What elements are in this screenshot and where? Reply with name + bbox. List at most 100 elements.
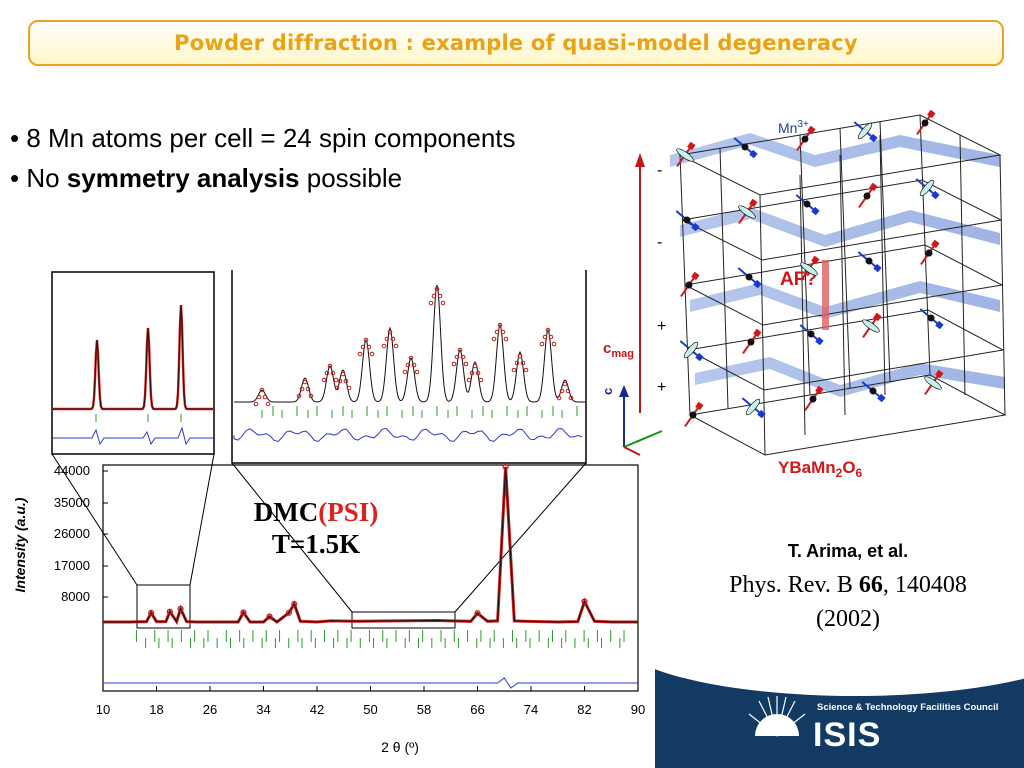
x-tick-label: 10 — [96, 702, 110, 717]
inset-right-observed-point — [431, 293, 437, 299]
inset-right-observed-point — [565, 388, 571, 394]
psi-text: (PSI) — [318, 497, 379, 527]
inset-right-difference — [233, 427, 583, 443]
inset-left-frame — [51, 271, 215, 455]
inset-right-observed-point — [265, 401, 271, 407]
inset-right-observed-point — [559, 388, 565, 394]
inset-right-observed-point — [411, 362, 417, 368]
observed-peak-point — [474, 610, 481, 617]
observed-peak-point — [285, 609, 293, 616]
zoom-line-2 — [189, 453, 215, 586]
inset-left-plot — [53, 304, 213, 446]
inset-right-observed-point — [517, 353, 523, 359]
instrument-label: DMC(PSI) T=1.5K — [232, 496, 400, 560]
cmag-arrow-head — [635, 153, 645, 167]
inset-right-observed-point — [497, 322, 503, 328]
af-bond — [822, 260, 829, 330]
blue-spin-marker — [799, 324, 824, 346]
y-tick-label: 44000 — [54, 463, 90, 478]
red-spin-marker — [684, 401, 704, 428]
y-tick-label: 8000 — [61, 589, 90, 604]
inset-right-observed-point — [390, 336, 396, 342]
inset-right-observed-point — [296, 393, 302, 399]
y-tick-label: 26000 — [54, 526, 90, 541]
observed-peak-point — [581, 598, 588, 605]
y-axis-label: Intensity (a.u.) — [12, 497, 28, 592]
inset-right-observed-point — [414, 369, 420, 375]
observed-peak-point — [177, 605, 184, 612]
stfc-logo-icon — [748, 696, 806, 737]
inset-right-observed-point — [440, 300, 446, 306]
blue-spin-marker — [857, 251, 882, 273]
c-axis-label: c — [600, 388, 615, 395]
footer-curve — [655, 636, 1024, 696]
observed-peak-point — [166, 608, 173, 615]
sign-2: - — [657, 234, 662, 251]
red-spin-marker — [804, 385, 824, 412]
inset-right-observed-point — [302, 379, 308, 385]
inset-right-observed-point — [466, 377, 472, 383]
red-spin-marker — [742, 328, 762, 355]
inset-right-observed-point — [408, 355, 414, 361]
inset-right-observed-point — [253, 401, 259, 407]
blue-spin-marker — [679, 340, 704, 362]
red-spin-marker — [924, 369, 944, 396]
c-axis-head — [619, 385, 629, 397]
x-axis-label: 2 θ (º) — [381, 739, 419, 755]
axis-tick-labels: 10 18 26 34 42 50 58 66 74 82 90 8000 17000 26000 3500… — [54, 463, 645, 717]
spin-markers — [675, 109, 944, 428]
blue-spin-marker — [919, 308, 944, 330]
red-spin-marker — [862, 312, 882, 339]
inset-right-observed-point — [551, 341, 557, 347]
inset-right-observed-point — [387, 329, 393, 335]
blue-spin-marker — [795, 194, 820, 216]
inset-left-calculated — [53, 304, 213, 410]
temperature-text: T=1.5K — [271, 529, 361, 559]
red-spin-marker — [680, 271, 700, 298]
sign-1: - — [657, 162, 662, 179]
inset-right-observed-point — [402, 369, 408, 375]
lattice-lines — [678, 114, 1007, 456]
reference-author: T. Arima, et al. — [787, 541, 909, 561]
ref-journal: Phys. Rev. B — [729, 572, 859, 598]
inset-right-observed-point — [437, 293, 443, 299]
inset-right-observed-point — [321, 377, 327, 383]
inset-right-observed-point — [366, 344, 372, 350]
observed-peak-point — [266, 613, 273, 620]
magnetic-bands — [670, 133, 1005, 397]
inset-right-observed-point — [478, 377, 484, 383]
inset-right-observed-point — [333, 377, 339, 383]
blue-spin-marker — [915, 178, 940, 200]
inset-right-observed-point — [305, 386, 311, 392]
isis-logo: ISIS — [813, 716, 882, 754]
inset-right-observed-point — [369, 351, 375, 357]
ref-volume: 66 — [858, 572, 883, 598]
inset-right-observed-point — [511, 367, 517, 373]
red-spin-marker — [858, 182, 878, 209]
sign-4: + — [657, 379, 666, 396]
reference-block: T. Arima, et al. Phys. Rev. B 66, 140408… — [712, 534, 984, 636]
cmag-label: cmag — [603, 340, 634, 360]
ref-pages: , 140408 (2002) — [816, 572, 967, 632]
inset-right-observed-point — [330, 370, 336, 376]
reference-citation: Phys. Rev. B 66, 140408 (2002) — [712, 568, 984, 636]
red-spin-marker — [920, 239, 940, 266]
inset-right-calculated — [234, 284, 585, 403]
dmc-text: DMC — [253, 497, 319, 527]
zoom-line-4 — [454, 462, 587, 613]
x-tick-label: 18 — [149, 702, 163, 717]
inset-right-observed-point — [357, 351, 363, 357]
a-axis-line — [623, 446, 641, 456]
blue-spin-marker — [675, 210, 700, 232]
inset-right-observed-point — [299, 386, 305, 392]
inset-right-observed-point — [327, 363, 333, 369]
inset-right-observed-point — [259, 387, 265, 393]
inset-right-observed-point — [548, 334, 554, 340]
blue-spin-marker — [733, 137, 758, 159]
inset-right-observed-point — [384, 336, 390, 342]
b-axis-line — [623, 430, 663, 448]
inset-right-observed-point — [523, 367, 529, 373]
compound-label: YBaMn2O6 — [778, 458, 863, 480]
y-tick-label: 35000 — [54, 495, 90, 510]
inset-right-observed-point — [337, 378, 343, 384]
